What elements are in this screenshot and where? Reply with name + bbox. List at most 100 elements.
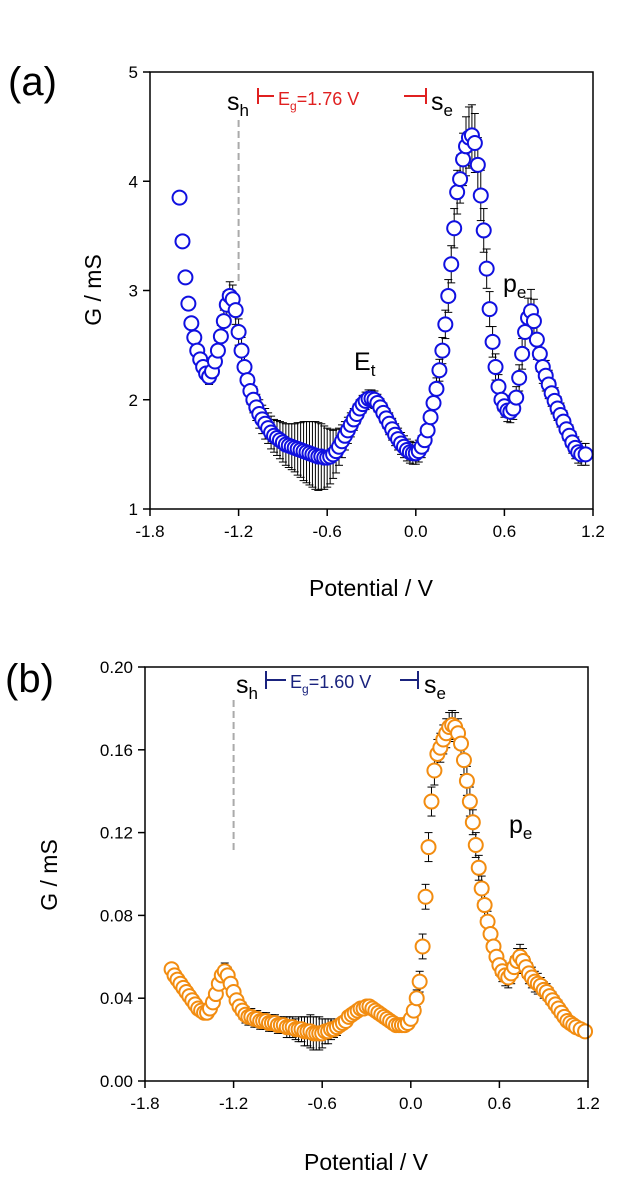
panel-b-data-point	[470, 859, 487, 876]
panel-a-y-axis-title: G / mS	[80, 254, 106, 326]
panel-a-y-tick-label: 1	[129, 500, 138, 519]
panel-a-data-point	[171, 189, 188, 206]
panel-a-y-tick-label: 2	[129, 391, 138, 410]
panel-a-data-point	[230, 324, 247, 341]
panel-a-data-point	[490, 378, 507, 395]
panel-b-y-tick-label: 0.16	[100, 741, 133, 760]
panel-a-et-label: Et	[354, 348, 376, 380]
panel-b-bandgap-bracket	[265, 671, 419, 689]
panel-a-data-point	[508, 389, 525, 406]
panel-b-sh-label: sh	[236, 671, 258, 703]
panel-b-data-point	[417, 888, 434, 905]
panel-a-x-tick-label: 0.0	[404, 522, 428, 541]
panel-b-data-point	[473, 880, 490, 897]
panel-a-x-axis-title: Potential / V	[309, 575, 434, 601]
panel-a-data-point	[469, 156, 486, 173]
panel-b-data-point	[476, 897, 493, 914]
panel-b-y-tick-label: 0.04	[100, 989, 133, 1008]
panel-a-data-point	[186, 329, 203, 346]
panel-a-x-tick-label: -1.8	[135, 522, 164, 541]
panel-a-bandgap-bracket	[257, 88, 427, 104]
panel-a: (a) -1.8 -1.2 -0.6 0.0 0.6 1.2 1 2 3 4 5 Potential…	[8, 60, 605, 601]
panel-a-data-point	[577, 446, 594, 463]
panel-b-data-point	[423, 793, 440, 810]
panel-b-data-point	[426, 762, 443, 779]
panel-a-data-point	[215, 313, 232, 330]
panel-a-data-point	[449, 184, 466, 201]
panel-a-data-point	[511, 369, 528, 386]
panel-a-data-point	[481, 301, 498, 318]
panel-a-y-tick-label: 4	[129, 172, 138, 191]
panel-a-data-point	[180, 295, 197, 312]
panel-a-data-point	[233, 342, 250, 359]
panel-b-data-point	[467, 837, 484, 854]
panel-b-se-label: se	[424, 671, 446, 703]
panel-b-pe-label: pe	[509, 811, 532, 843]
panel-a-data-point	[531, 345, 548, 362]
panel-a-data-point	[514, 345, 531, 362]
panel-b-x-tick-label: 0.0	[399, 1094, 423, 1113]
panel-a-data-point	[177, 269, 194, 286]
panel-a-data-point	[209, 342, 226, 359]
panel-b-data-point	[411, 973, 428, 990]
panel-b-x-tick-label: -0.6	[308, 1094, 337, 1113]
panel-b-label: (b)	[5, 657, 54, 701]
panel-a-data-point	[437, 316, 454, 333]
panel-a-label: (a)	[8, 60, 57, 104]
panel-a-data-point	[484, 333, 501, 350]
panel-b-data-point	[414, 938, 431, 955]
panel-a-data-point	[434, 342, 451, 359]
panel-a-data-point	[431, 362, 448, 379]
panel-a-data-point	[212, 328, 229, 345]
panel-a-data-point	[422, 409, 439, 426]
panel-b-x-tick-label: 1.2	[576, 1094, 600, 1113]
panel-a-data-point	[425, 395, 442, 412]
panel-a-data-point	[455, 151, 472, 168]
panel-b-data-point	[461, 793, 478, 810]
panel-a-data-point	[446, 220, 463, 237]
panel-b-x-tick-label: 0.6	[488, 1094, 512, 1113]
panel-b-data-point	[464, 814, 481, 831]
panel-b-x-tick-label: -1.8	[130, 1094, 159, 1113]
panel-b: (b) -1.8 -1.2 -0.6 0.0 0.6 1.2 0.00 0.04 0.08 0.1…	[5, 657, 600, 1175]
panel-b-bandgap-label: Eg=1.60 V	[290, 672, 371, 696]
panel-b-y-tick-label: 0.08	[100, 906, 133, 925]
panel-b-y-tick-label: 0.00	[100, 1072, 133, 1091]
panel-b-x-axis-title: Potential / V	[304, 1149, 429, 1175]
panel-a-bandgap-label: Eg=1.76 V	[278, 89, 359, 113]
panel-a-sh-label: sh	[227, 88, 249, 120]
panel-b-data-point	[577, 1023, 594, 1040]
panel-a-y-tick-label: 5	[129, 63, 138, 82]
panel-a-data-point	[183, 315, 200, 332]
panel-a-x-tick-label: -1.2	[224, 522, 253, 541]
panel-a-plot: -1.8 -1.2 -0.6 0.0 0.6 1.2 1 2 3 4 5	[129, 63, 605, 541]
panel-a-data-point	[475, 222, 492, 239]
panel-a-data-point	[227, 302, 244, 319]
panel-a-data-point	[443, 256, 460, 273]
panel-a-data-point	[419, 422, 436, 439]
panel-a-se-label: se	[431, 88, 453, 120]
panel-a-x-tick-label: 0.6	[493, 522, 517, 541]
panel-a-data-point	[236, 358, 253, 375]
panel-b-y-axis-title: G / mS	[36, 839, 62, 911]
panel-a-frame	[149, 71, 594, 510]
panel-a-data-point	[428, 380, 445, 397]
panel-a-x-tick-label: 1.2	[581, 522, 605, 541]
panel-b-frame	[144, 666, 589, 1082]
panel-b-data-point	[458, 772, 475, 789]
panel-a-data-point	[472, 187, 489, 204]
panel-a-data-point	[528, 331, 545, 348]
panel-a-data-point	[440, 287, 457, 304]
panel-b-y-tick-label: 0.12	[100, 824, 133, 843]
panel-b-x-tick-label: -1.2	[219, 1094, 248, 1113]
panel-a-data-point	[487, 358, 504, 375]
panel-a-x-tick-label: -0.6	[313, 522, 342, 541]
panel-a-data-point	[478, 260, 495, 277]
panel-a-data-point	[466, 135, 483, 152]
panel-a-data-point	[452, 171, 469, 188]
panel-a-pe-label: pe	[503, 270, 526, 302]
panel-a-y-tick-label: 3	[129, 282, 138, 301]
panel-b-data-point	[420, 839, 437, 856]
panel-b-data-point	[455, 752, 472, 769]
